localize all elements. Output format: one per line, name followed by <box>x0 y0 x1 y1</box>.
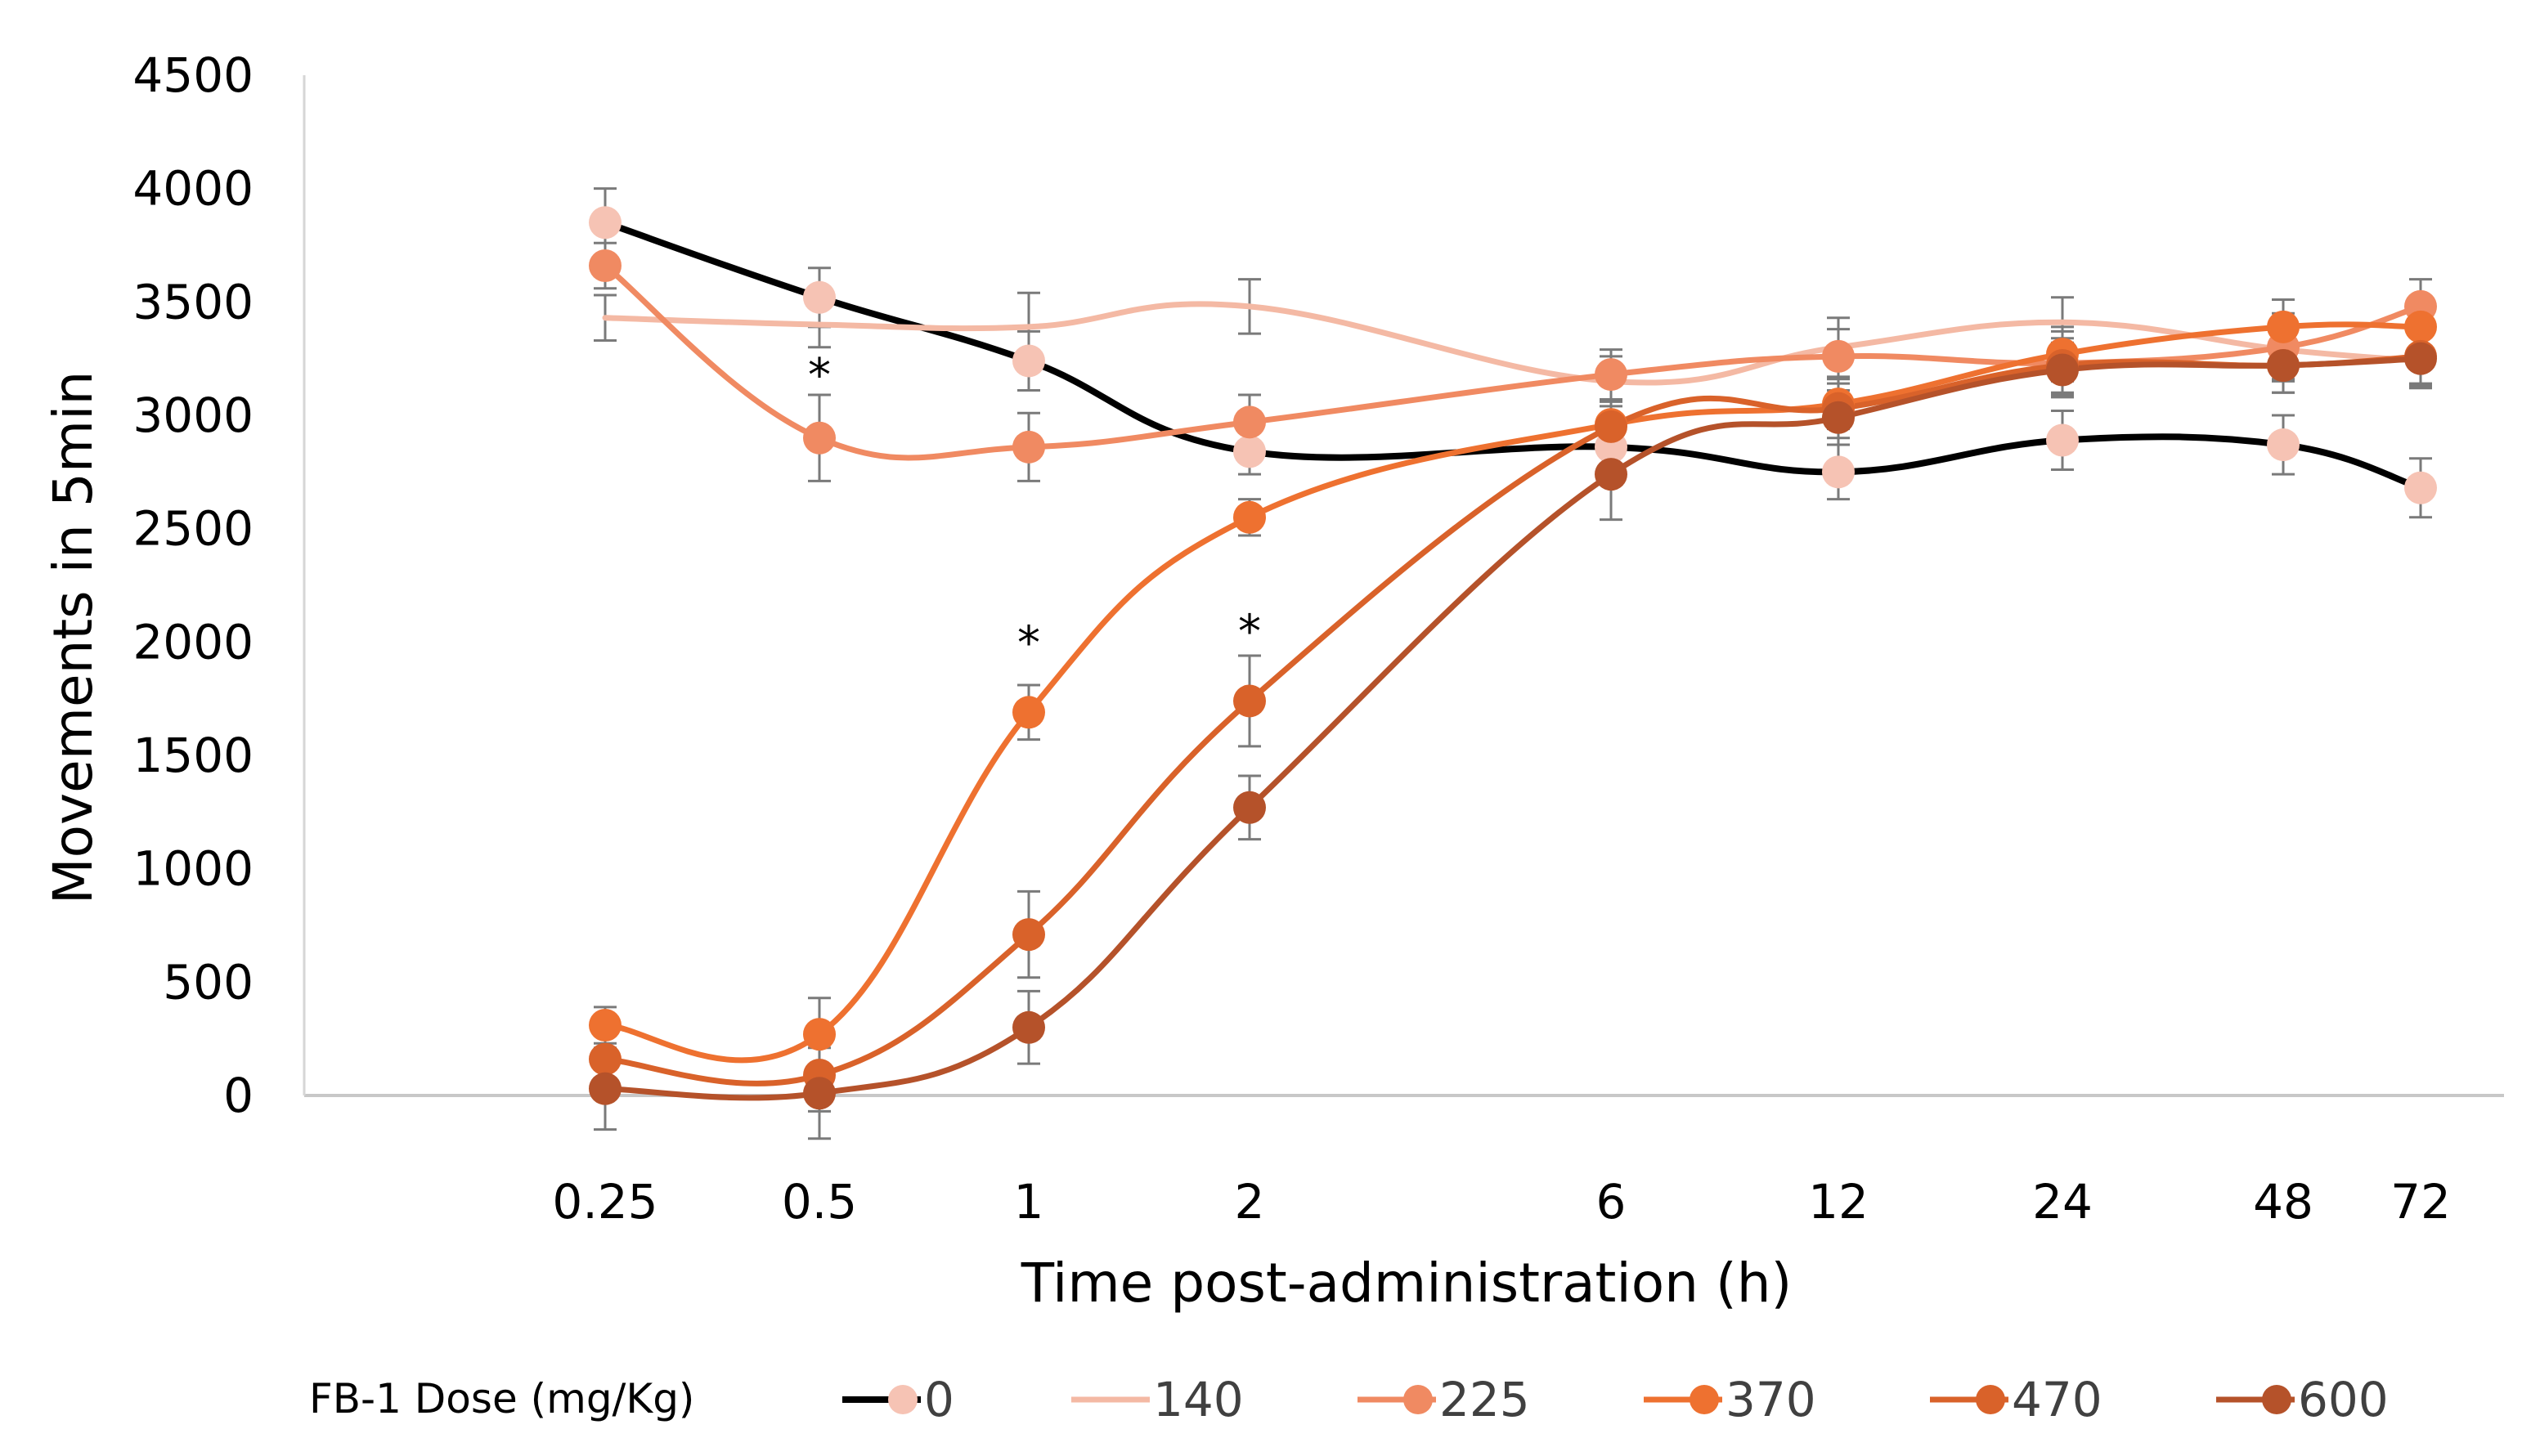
data-point-225 <box>1822 339 1855 373</box>
y-tick-label: 1500 <box>132 728 254 783</box>
legend-label: 370 <box>1725 1372 1816 1427</box>
significance-marker: * <box>1017 616 1040 670</box>
data-point-225 <box>1012 430 1045 464</box>
data-point-0 <box>589 206 622 240</box>
y-tick-label: 500 <box>163 954 254 1010</box>
y-tick-labels: 0 500 1000 1500 2000 2500 3000 3500 4000 4500 <box>132 47 254 1123</box>
y-tick-label: 4500 <box>132 47 254 103</box>
x-tick-label: 12 <box>1808 1174 1869 1230</box>
data-point-600 <box>2046 353 2079 387</box>
series-line-370 <box>602 321 2424 1064</box>
x-tick-label: 72 <box>2390 1174 2451 1230</box>
y-tick-label: 3500 <box>132 274 254 329</box>
data-point-370 <box>1012 696 1045 729</box>
data-point-370 <box>2404 310 2437 343</box>
data-point-370 <box>589 1009 622 1042</box>
data-point-470 <box>1012 918 1045 952</box>
legend-label: 0 <box>924 1372 954 1427</box>
legend-item-140: 140 <box>1071 1372 1244 1427</box>
x-tick-label: 24 <box>2032 1174 2093 1230</box>
data-point-600 <box>1595 458 1627 491</box>
legend-label: 600 <box>2298 1372 2389 1427</box>
series-line-600 <box>602 356 2424 1101</box>
data-point-0 <box>1822 455 1855 489</box>
annotations: * * * <box>808 349 1261 670</box>
data-point-0 <box>2046 423 2079 457</box>
data-point-470 <box>589 1042 622 1076</box>
data-point-600 <box>589 1072 622 1105</box>
data-point-370 <box>803 1018 836 1051</box>
y-tick-label: 4000 <box>132 161 254 217</box>
data-point-0 <box>2404 471 2437 504</box>
x-axis-title: Time post-administration (h) <box>1021 1252 1793 1315</box>
legend-swatch-marker <box>1690 1385 1719 1414</box>
x-tick-label: 6 <box>1596 1174 1627 1230</box>
x-tick-label: 1 <box>1014 1174 1044 1230</box>
data-point-600 <box>1233 791 1266 824</box>
legend-item-470: 470 <box>1930 1372 2102 1427</box>
legend-swatch-marker <box>1403 1385 1433 1414</box>
y-tick-label: 1000 <box>132 841 254 897</box>
data-point-470 <box>1233 684 1266 718</box>
data-point-600 <box>1012 1010 1045 1044</box>
x-tick-label: 48 <box>2253 1174 2313 1230</box>
legend-label: 140 <box>1153 1372 1244 1427</box>
x-tick-labels: 0.25 0.5 1 2 6 12 24 48 72 <box>552 1174 2450 1230</box>
legend-item-370: 370 <box>1644 1372 1816 1427</box>
data-point-600 <box>2404 342 2437 375</box>
data-point-225 <box>1233 405 1266 439</box>
legend-item-600: 600 <box>2216 1372 2389 1427</box>
x-tick-label: 0.25 <box>552 1174 657 1230</box>
legend-label: 470 <box>2012 1372 2102 1427</box>
series-lines <box>602 219 2424 1101</box>
legend-item-225: 225 <box>1357 1372 1530 1427</box>
legend: FB-1 Dose (mg/Kg) 0 140 225 370 470 600 <box>309 1372 2389 1427</box>
legend-swatch-marker <box>2262 1385 2291 1414</box>
significance-marker: * <box>808 349 831 402</box>
data-point-600 <box>1822 401 1855 434</box>
x-tick-label: 0.5 <box>782 1174 857 1230</box>
data-point-0 <box>803 280 836 314</box>
x-tick-label: 2 <box>1235 1174 1265 1230</box>
legend-swatch-marker <box>1976 1385 2005 1414</box>
data-point-600 <box>803 1077 836 1110</box>
y-tick-label: 2000 <box>132 614 254 670</box>
series-line-0 <box>602 219 2424 491</box>
legend-swatch-marker <box>888 1385 918 1414</box>
data-point-370 <box>2267 310 2300 343</box>
data-point-470 <box>1595 410 1627 443</box>
data-point-0 <box>1012 344 1045 378</box>
series-line-140 <box>602 301 2424 386</box>
data-point-0 <box>2267 428 2300 462</box>
data-point-225 <box>589 249 622 282</box>
data-point-600 <box>2267 348 2300 382</box>
data-point-0 <box>1233 435 1266 468</box>
y-tick-label: 3000 <box>132 388 254 443</box>
data-point-225 <box>1595 358 1627 392</box>
data-point-370 <box>1233 500 1266 534</box>
series-line-225 <box>602 262 2424 461</box>
y-axis-title: Movements in 5min <box>42 371 105 905</box>
legend-title: FB-1 Dose (mg/Kg) <box>309 1375 694 1422</box>
significance-marker: * <box>1238 605 1261 658</box>
y-tick-label: 0 <box>223 1068 254 1123</box>
series-markers <box>589 206 2437 1110</box>
legend-item-0: 0 <box>842 1372 954 1427</box>
y-tick-label: 2500 <box>132 501 254 557</box>
legend-label: 225 <box>1439 1372 1530 1427</box>
data-point-225 <box>803 421 836 455</box>
